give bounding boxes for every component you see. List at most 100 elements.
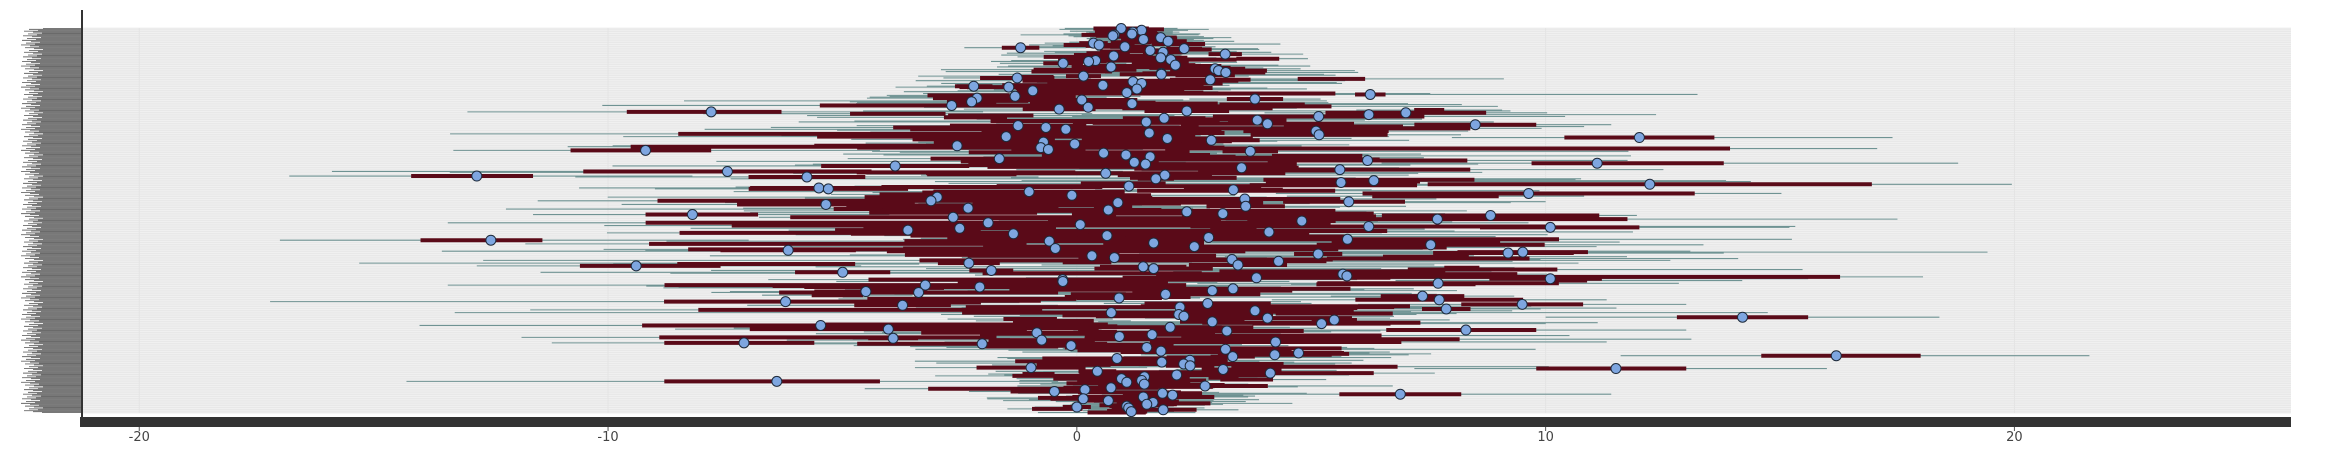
point-estimate: [1049, 242, 1061, 254]
point-estimate: [925, 195, 937, 207]
point-estimate: [882, 323, 894, 335]
point-estimate: [1199, 380, 1211, 392]
point-estimate: [1012, 120, 1024, 132]
point-estimate: [1400, 107, 1412, 119]
point-estimate: [1027, 85, 1039, 97]
point-estimate: [1071, 401, 1083, 413]
point-estimate: [1111, 352, 1123, 364]
point-estimate: [1015, 42, 1027, 54]
point-estimate: [1069, 138, 1081, 150]
point-estimate: [1161, 132, 1173, 144]
point-estimate: [1141, 398, 1153, 410]
point-estimate: [1364, 88, 1376, 100]
y-tick-layer: [21, 28, 83, 413]
point-estimate: [1516, 298, 1528, 310]
point-estimate: [485, 234, 497, 246]
point-estimate: [1121, 87, 1133, 99]
point-estimate: [1440, 303, 1452, 315]
point-estimate: [1077, 393, 1089, 405]
point-estimate: [1644, 178, 1656, 190]
point-estimate: [947, 211, 959, 223]
point-estimate: [1249, 305, 1261, 317]
point-estimate: [1425, 239, 1437, 251]
point-estimate: [1227, 283, 1239, 295]
point-estimate: [1591, 157, 1603, 169]
point-estimate: [1502, 247, 1514, 259]
point-estimate: [1060, 123, 1072, 135]
x-tick-label: 0: [1073, 430, 1081, 445]
point-estimate: [1155, 345, 1167, 357]
point-estimate: [982, 217, 994, 229]
point-estimate: [1206, 316, 1218, 328]
point-estimate: [1313, 129, 1325, 141]
point-estimate: [820, 198, 832, 210]
x-tick-label: -10: [597, 430, 618, 445]
point-estimate: [1097, 79, 1109, 91]
point-estimate: [1137, 33, 1149, 45]
point-estimate: [913, 286, 925, 298]
point-estimate: [1121, 376, 1133, 388]
point-estimate: [1264, 367, 1276, 379]
point-estimate: [1083, 55, 1095, 67]
point-estimate: [1250, 272, 1262, 284]
point-estimate: [1227, 351, 1239, 363]
point-estimate: [1160, 288, 1172, 300]
point-estimate: [1112, 197, 1124, 209]
point-estimate: [1093, 39, 1105, 51]
point-estimate: [1042, 143, 1054, 155]
point-estimate: [1262, 118, 1274, 130]
point-estimate: [1263, 226, 1275, 238]
point-estimate: [1261, 312, 1273, 324]
point-estimate: [1167, 389, 1179, 401]
point-estimate: [1146, 329, 1158, 341]
point-estimate: [801, 171, 813, 183]
point-estimate: [1108, 50, 1120, 62]
point-estimate: [1148, 237, 1160, 249]
point-estimate: [1296, 215, 1308, 227]
point-estimate: [1155, 52, 1167, 64]
point-estimate: [1737, 311, 1749, 323]
point-estimate: [1240, 200, 1252, 212]
point-estimate: [1119, 41, 1131, 53]
point-estimate: [1249, 93, 1261, 105]
point-estimate: [1164, 321, 1176, 333]
point-estimate: [963, 257, 975, 269]
point-estimate: [1079, 384, 1091, 396]
point-estimate: [471, 170, 483, 182]
point-estimate: [1025, 362, 1037, 374]
point-estimate: [1003, 81, 1015, 93]
point-estimate: [1269, 349, 1281, 361]
point-estimate: [1169, 59, 1181, 71]
point-estimate: [1102, 395, 1114, 407]
point-estimate: [1105, 307, 1117, 319]
point-estimate: [1335, 176, 1347, 188]
point-estimate: [1181, 105, 1193, 117]
point-estimate: [1204, 74, 1216, 86]
point-estimate: [1219, 48, 1231, 60]
point-estimate: [630, 260, 642, 272]
point-estimate: [1217, 363, 1229, 375]
point-estimate: [1140, 116, 1152, 128]
point-estimate: [1126, 98, 1138, 110]
point-estimate: [1523, 187, 1535, 199]
point-estimate: [919, 279, 931, 291]
point-estimate: [976, 338, 988, 350]
point-estimate: [1341, 233, 1353, 245]
point-estimate: [897, 299, 909, 311]
point-estimate: [1313, 110, 1325, 122]
point-estimate: [1125, 406, 1137, 418]
point-estimate: [1100, 167, 1112, 179]
point-estimate: [1159, 169, 1171, 181]
point-estimate: [1293, 347, 1305, 359]
point-estimate: [1143, 127, 1155, 139]
point-estimate: [1273, 255, 1285, 267]
point-estimate: [951, 140, 963, 152]
point-estimate: [1312, 248, 1324, 260]
point-estimate: [993, 153, 1005, 165]
point-estimate: [1433, 294, 1445, 306]
point-estimate: [1205, 134, 1217, 146]
point-estimate: [1108, 252, 1120, 264]
x-tick-label: 10: [1537, 430, 1554, 445]
point-estimate: [954, 222, 966, 234]
point-estimate: [974, 281, 986, 293]
